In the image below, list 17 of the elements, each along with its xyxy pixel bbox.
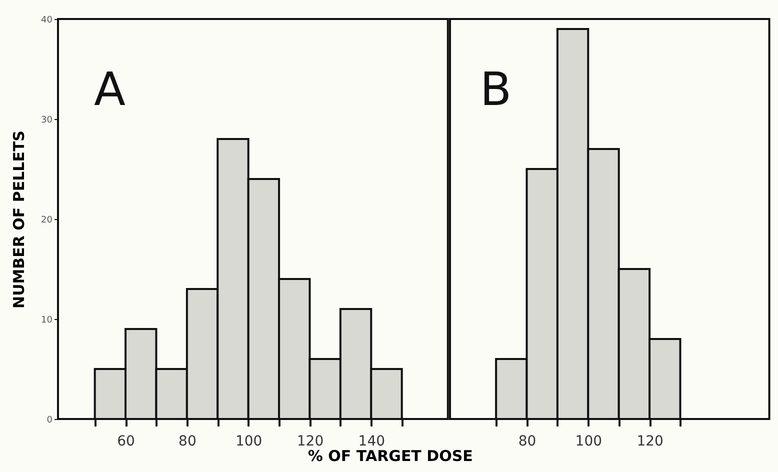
x-tick-label: 80 bbox=[518, 434, 536, 450]
x-tick-label: 60 bbox=[117, 434, 135, 450]
x-tick-label: 120 bbox=[636, 434, 664, 450]
y-tick-label: 30 bbox=[41, 116, 53, 126]
y-tick-label: 10 bbox=[41, 316, 53, 326]
y-tick-label: 40 bbox=[41, 16, 53, 26]
y-axis-title: NUMBER OF PELLETS bbox=[10, 130, 28, 308]
text: A bbox=[94, 62, 126, 116]
x-tick-label: 80 bbox=[178, 434, 196, 450]
x-tick-label: 120 bbox=[296, 434, 324, 450]
x-axis-title: % OF TARGET DOSE bbox=[308, 447, 473, 465]
x-tick-label: 140 bbox=[358, 434, 386, 450]
y-tick-label: 0 bbox=[46, 416, 53, 426]
x-tick-label: 100 bbox=[575, 434, 602, 450]
x-tick-label: 100 bbox=[235, 434, 262, 450]
text: B bbox=[480, 62, 512, 116]
y-tick-label: 20 bbox=[41, 216, 53, 226]
